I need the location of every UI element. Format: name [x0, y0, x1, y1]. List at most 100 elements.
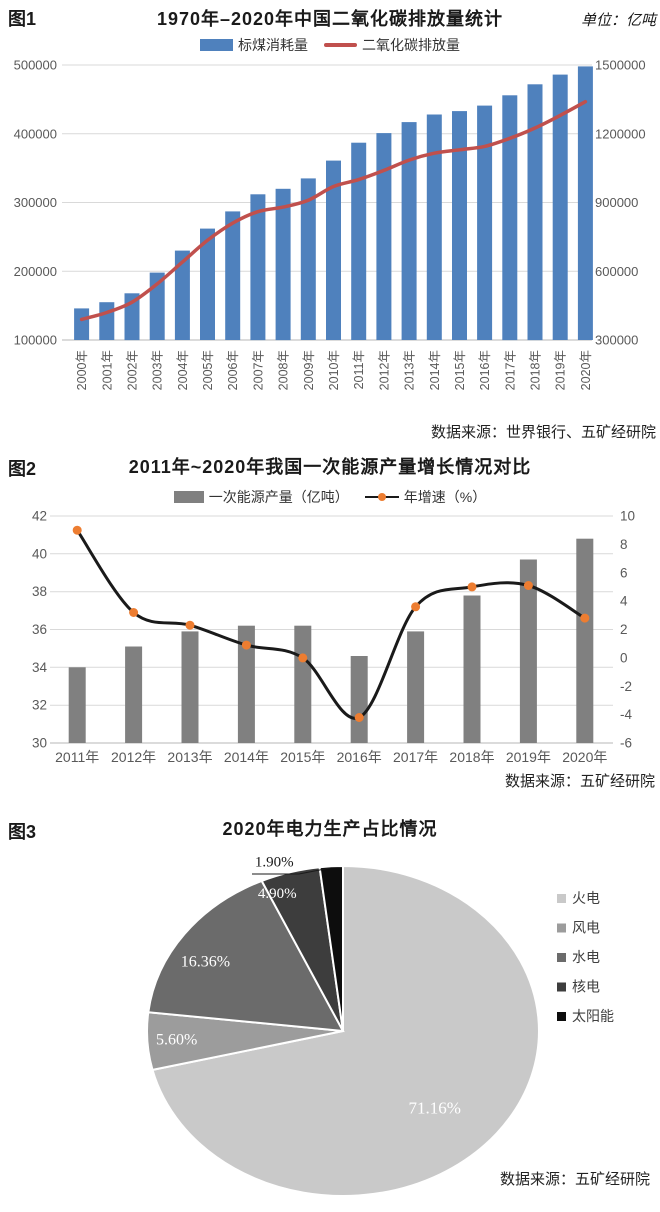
- figure1-label: 图1: [8, 9, 37, 29]
- bar-标煤消耗量: [477, 105, 493, 340]
- pie-legend-swatch-icon: [557, 982, 566, 992]
- right-axis-tick-label: 900000: [595, 195, 638, 210]
- bar-标煤消耗量: [300, 178, 316, 340]
- bar-标煤消耗量: [99, 302, 115, 340]
- legend-item-coal: 标煤消耗量: [200, 35, 308, 55]
- left-axis-tick-label: 400000: [14, 126, 57, 141]
- legend-item-co2: 二氧化碳排放量: [324, 35, 460, 55]
- right-axis-tick-label: 1200000: [595, 126, 646, 141]
- bar-标煤消耗量: [200, 228, 215, 340]
- x-axis-category-label: 2014年: [428, 350, 442, 390]
- left-axis-tick-label: 200000: [14, 264, 57, 279]
- pie-data-label: 16.36%: [181, 953, 230, 970]
- left-axis-tick-label: 300000: [14, 195, 57, 210]
- pie-data-label: 71.16%: [408, 1098, 460, 1117]
- bar-一次能源产量（亿吨）: [125, 646, 143, 743]
- bar-一次能源产量（亿吨）: [181, 631, 199, 743]
- line-marker: [72, 525, 82, 535]
- figure3-label: 图3: [8, 822, 37, 842]
- x-axis-category-label: 2016年: [478, 350, 492, 390]
- figure1-source: 数据来源：世界银行、五矿经研院: [430, 425, 656, 441]
- pie-data-label: 1.90%: [255, 854, 294, 870]
- figure2-combo-chart: 30 32 34 36 38 40 42 -6 -4 -2 0 2 4 6 8 10 2011年 2012年 201…: [32, 509, 635, 766]
- bar-一次能源产量（亿吨）: [350, 656, 368, 743]
- right-axis-tick-label: 600000: [595, 264, 638, 279]
- line-marker: [523, 581, 533, 590]
- left-axis-tick-label: 100000: [14, 333, 57, 348]
- x-axis-category-label: 2014年: [224, 749, 269, 765]
- x-axis-category-label: 2019年: [506, 749, 551, 765]
- right-axis-tick-label: -2: [620, 679, 632, 694]
- line-marker: [467, 582, 477, 592]
- x-axis-category-label: 2017年: [393, 749, 438, 765]
- left-axis-tick-label: 38: [32, 584, 47, 599]
- energy-bar-swatch-icon: [173, 491, 204, 503]
- left-axis-tick-label: 36: [32, 622, 47, 637]
- bar-一次能源产量（亿吨）: [237, 625, 255, 743]
- left-axis-tick-label: 34: [32, 660, 48, 675]
- x-axis-category-label: 2001年: [100, 350, 114, 390]
- bar-一次能源产量（亿吨）: [407, 631, 425, 743]
- figure1-title: 1970年–2020年中国二氧化碳排放量统计: [156, 9, 504, 29]
- x-axis-category-label: 2018年: [529, 350, 543, 390]
- line-年增速（%）: [75, 528, 587, 720]
- line-marker: [354, 713, 364, 722]
- figure2-source: 数据来源：五矿经研院: [504, 774, 655, 790]
- bar-标煤消耗量: [225, 211, 241, 340]
- right-axis-tick-label: 10: [620, 509, 635, 524]
- bar-标煤消耗量: [452, 111, 467, 340]
- right-axis-tick-label: 8: [620, 537, 628, 552]
- legend-item-energy: 一次能源产量（亿吨）: [173, 487, 349, 507]
- figure1-unit: 单位：亿吨: [580, 13, 656, 29]
- bar-标煤消耗量: [275, 188, 291, 341]
- figure2-legend: 一次能源产量（亿吨） 年增速（%）: [0, 489, 660, 505]
- bar-标煤消耗量: [149, 272, 165, 340]
- left-axis-tick-label: 40: [32, 546, 47, 561]
- x-axis-category-label: 2020年: [579, 350, 593, 390]
- x-axis-category-label: 2002年: [126, 350, 140, 390]
- x-axis-category-label: 2008年: [277, 350, 291, 390]
- right-axis-tick-label: 300000: [595, 333, 638, 348]
- pie-slice-太阳能: [318, 864, 344, 1032]
- figure3-title: 2020年电力生产占比情况: [222, 819, 438, 839]
- growth-line-swatch-icon: [364, 492, 399, 501]
- x-axis-category-label: 2007年: [251, 350, 265, 390]
- pie-legend-label: 太阳能: [572, 1008, 614, 1024]
- line-marker: [241, 640, 251, 650]
- pie-legend-swatch-icon: [557, 894, 566, 903]
- bar-标煤消耗量: [502, 95, 518, 341]
- right-axis-tick-label: 4: [620, 594, 628, 609]
- bar-一次能源产量（亿吨）: [519, 559, 537, 743]
- x-axis-category-label: 2017年: [503, 350, 517, 390]
- pie-slice-水电: [147, 879, 345, 1033]
- bar-标煤消耗量: [174, 250, 190, 340]
- line-marker: [129, 608, 139, 617]
- x-axis-category-label: 2012年: [377, 350, 391, 390]
- figure1-combo-chart: 100000 200000 300000 400000 500000 300000 6000…: [14, 58, 646, 391]
- right-axis-tick-label: -4: [620, 707, 632, 722]
- x-axis-category-label: 2011年: [55, 749, 99, 765]
- legend-label-growth: 年增速（%）: [403, 489, 487, 505]
- bar-标煤消耗量: [401, 122, 417, 340]
- legend-item-growth: 年增速（%）: [364, 487, 487, 507]
- x-axis-category-label: 2005年: [201, 350, 215, 390]
- x-axis-category-label: 2010年: [327, 350, 341, 390]
- pie-data-label: 5.60%: [156, 1032, 197, 1049]
- figure1-legend: 标煤消耗量 二氧化碳排放量: [0, 37, 660, 53]
- right-axis-tick-label: 1500000: [595, 58, 646, 73]
- pie-legend-label: 火电: [572, 890, 600, 906]
- line-marker: [580, 613, 590, 623]
- bar-标煤消耗量: [351, 142, 367, 340]
- figure3-source: 数据来源：五矿经研院: [499, 1172, 650, 1188]
- bar-标煤消耗量: [426, 114, 442, 340]
- legend-label-energy: 一次能源产量（亿吨）: [208, 489, 349, 505]
- line-marker: [185, 620, 195, 630]
- x-axis-category-label: 2015年: [453, 350, 467, 390]
- bar-一次能源产量（亿吨）: [294, 625, 312, 743]
- bar-一次能源产量（亿吨）: [68, 667, 86, 743]
- left-axis-tick-label: 30: [32, 736, 47, 751]
- x-axis-category-label: 2016年: [337, 749, 382, 765]
- bar-标煤消耗量: [552, 74, 568, 340]
- left-axis-tick-label: 42: [32, 509, 47, 524]
